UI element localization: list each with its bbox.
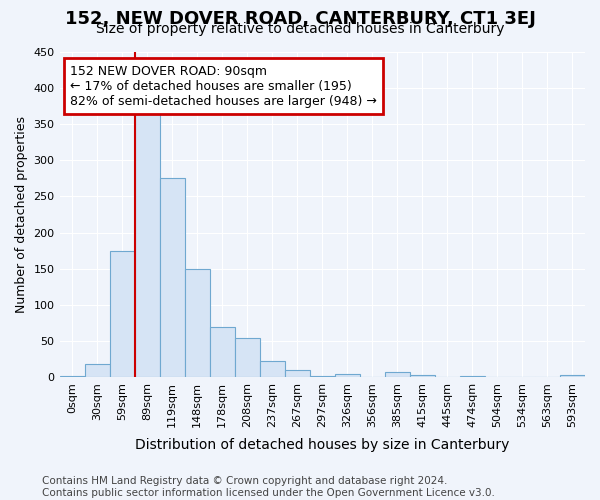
Bar bbox=[310, 376, 335, 378]
Text: 152 NEW DOVER ROAD: 90sqm
← 17% of detached houses are smaller (195)
82% of semi: 152 NEW DOVER ROAD: 90sqm ← 17% of detac… bbox=[70, 64, 377, 108]
Bar bbox=[385, 372, 410, 378]
Y-axis label: Number of detached properties: Number of detached properties bbox=[15, 116, 28, 313]
Bar bbox=[410, 375, 435, 378]
Bar bbox=[160, 178, 185, 378]
Bar bbox=[59, 376, 85, 378]
Text: Size of property relative to detached houses in Canterbury: Size of property relative to detached ho… bbox=[96, 22, 504, 36]
Bar bbox=[85, 364, 110, 378]
Bar bbox=[235, 338, 260, 378]
Bar bbox=[560, 375, 585, 378]
Text: Contains HM Land Registry data © Crown copyright and database right 2024.
Contai: Contains HM Land Registry data © Crown c… bbox=[42, 476, 495, 498]
Bar bbox=[134, 113, 160, 378]
Bar bbox=[335, 374, 360, 378]
Bar bbox=[260, 360, 285, 378]
Bar bbox=[209, 326, 235, 378]
Text: 152, NEW DOVER ROAD, CANTERBURY, CT1 3EJ: 152, NEW DOVER ROAD, CANTERBURY, CT1 3EJ bbox=[65, 10, 535, 28]
Bar bbox=[185, 269, 209, 378]
Bar bbox=[460, 376, 485, 378]
Bar bbox=[110, 250, 134, 378]
Bar bbox=[285, 370, 310, 378]
X-axis label: Distribution of detached houses by size in Canterbury: Distribution of detached houses by size … bbox=[135, 438, 509, 452]
